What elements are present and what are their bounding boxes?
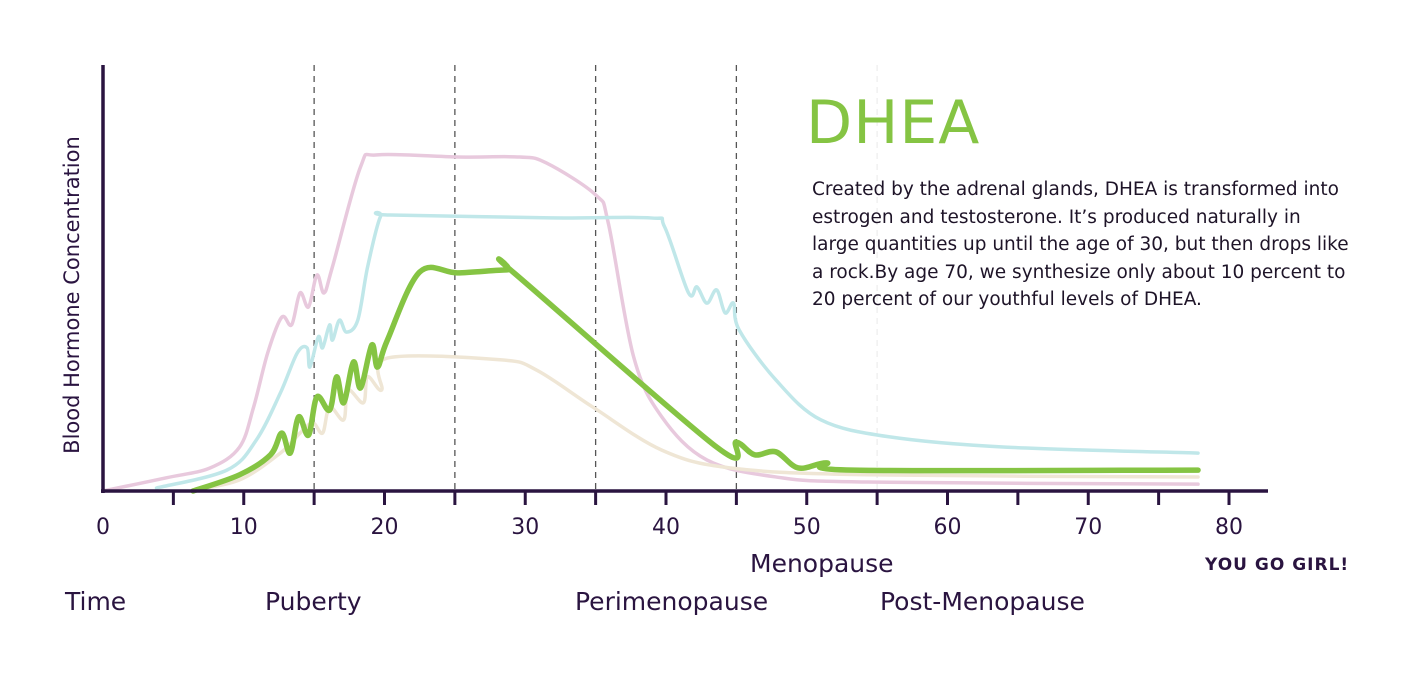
x-tick-label: 80	[1215, 515, 1243, 540]
series-line-0	[101, 152, 1200, 493]
series-line-dhea	[190, 256, 1201, 494]
phase-label-you-go-girl: YOU GO GIRL!	[1205, 555, 1350, 575]
phase-label-perimenopause: Perimenopause	[575, 587, 769, 616]
x-tick-label: 10	[230, 515, 258, 540]
series-group	[101, 152, 1201, 494]
series-line-2	[191, 354, 1200, 492]
x-tick-label: 30	[511, 515, 539, 540]
x-tick-label: 50	[793, 515, 821, 540]
x-tick-label: 60	[934, 515, 962, 540]
x-ticks: 0 10 20 30 40 50 60 70 80	[96, 491, 1243, 540]
phase-label-puberty: Puberty	[265, 587, 362, 616]
y-axis-label: Blood Hormone Concentration	[60, 136, 84, 454]
x-tick-label: 70	[1074, 515, 1102, 540]
x-tick-label: 0	[96, 515, 110, 540]
x-tick-label: 20	[371, 515, 399, 540]
series-line-1	[154, 210, 1200, 490]
phase-label-menopause: Menopause	[750, 549, 894, 578]
reference-lines	[313, 65, 878, 490]
x-axis-label: Time	[65, 587, 127, 616]
x-tick-label: 40	[652, 515, 680, 540]
chart-title: DHEA	[806, 88, 981, 158]
phase-label-post-menopause: Post-Menopause	[880, 587, 1085, 616]
chart-description: Created by the adrenal glands, DHEA is t…	[812, 179, 1349, 310]
